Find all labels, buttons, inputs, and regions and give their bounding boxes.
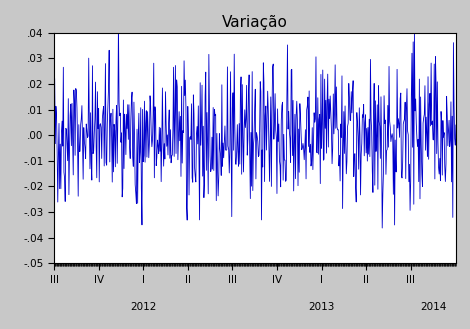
Text: 2012: 2012 bbox=[130, 302, 157, 312]
Text: 2014: 2014 bbox=[420, 302, 446, 312]
Text: 2013: 2013 bbox=[308, 302, 335, 312]
Title: Variação: Variação bbox=[222, 15, 288, 30]
